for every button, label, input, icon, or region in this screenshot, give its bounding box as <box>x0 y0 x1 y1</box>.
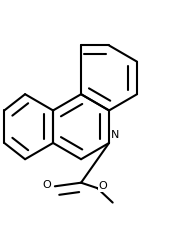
Text: N: N <box>111 130 120 140</box>
Text: O: O <box>42 180 51 189</box>
Text: O: O <box>98 181 107 191</box>
